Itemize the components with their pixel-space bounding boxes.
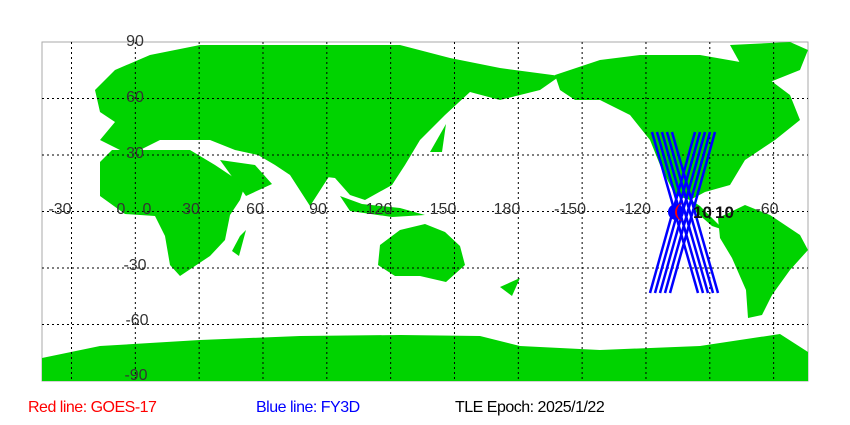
lon-label: 90: [309, 201, 327, 218]
satellite-label: 10: [693, 203, 712, 222]
goes17-position-marker: [675, 203, 684, 221]
land-masses: [42, 42, 808, 381]
fy3d-ascending-track: [668, 131, 717, 294]
lon-label: 150: [430, 201, 457, 218]
arabia: [220, 160, 272, 196]
lon-label: 0: [143, 201, 152, 218]
fy3d-descending-track: [665, 131, 715, 294]
fy3d-descending-track: [670, 131, 720, 294]
lon-label: 60: [246, 201, 264, 218]
central-america: [688, 198, 724, 230]
fy3d-ascending-track: [663, 131, 712, 294]
tle-epoch: TLE Epoch: 2025/1/22: [455, 399, 605, 416]
antarctica: [42, 334, 808, 381]
lat-label: -60: [125, 312, 148, 329]
africa: [100, 150, 245, 276]
south-america: [718, 205, 808, 318]
lat-label: 60: [126, 89, 144, 106]
lon-label: 30: [182, 201, 200, 218]
india: [290, 175, 330, 206]
lon-label: -30: [48, 201, 71, 218]
lon-label: -60: [755, 201, 778, 218]
madagascar: [232, 230, 246, 256]
fy3d-descending-track: [660, 131, 710, 294]
new-zealand: [500, 278, 520, 296]
eurasia: [95, 45, 560, 200]
greenland: [730, 42, 808, 82]
lon-label: 180: [494, 201, 521, 218]
lat-label: -90: [124, 367, 147, 384]
lat-label: -30: [123, 257, 146, 274]
graticule: [42, 42, 808, 381]
axis-labels: 90 60 30 0 -30 -60 -90 -30 0 30 60 90 12…: [48, 33, 778, 384]
satellite-markers: 10 10: [668, 203, 734, 222]
satellite-label: 10: [715, 203, 734, 222]
lat-label: 90: [126, 33, 144, 50]
lon-label: -120: [619, 201, 651, 218]
legend-blue-line: Blue line: FY3D: [256, 399, 360, 416]
lat-label: 0: [117, 201, 126, 218]
japan: [430, 124, 446, 152]
lon-label: -150: [554, 201, 586, 218]
lat-label: 30: [126, 145, 144, 162]
north-america: [555, 55, 800, 200]
lon-label: 120: [366, 201, 393, 218]
uk: [123, 98, 136, 115]
legend-red-line: Red line: GOES-17: [28, 399, 157, 416]
